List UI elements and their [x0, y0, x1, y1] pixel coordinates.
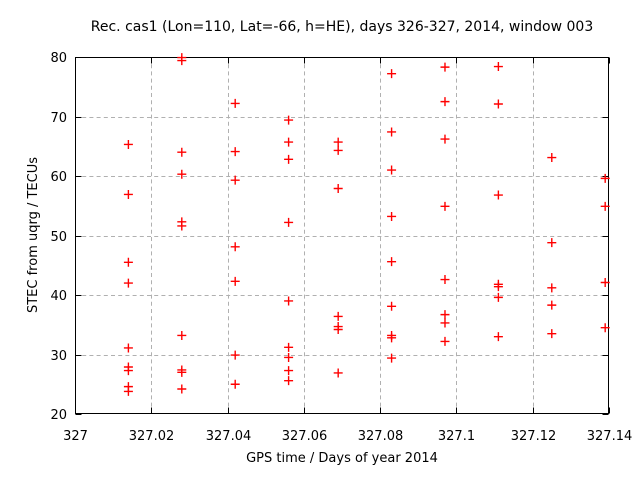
- y-tick-label: 30: [50, 349, 67, 364]
- data-point-marker: [177, 384, 187, 394]
- data-point-marker: [284, 217, 294, 227]
- y-tick-label: 20: [50, 408, 67, 423]
- data-point-marker: [387, 333, 397, 343]
- data-point-marker: [493, 332, 503, 342]
- data-point-marker: [333, 137, 343, 147]
- data-point-marker: [284, 376, 294, 386]
- x-tick-label: 327.02: [129, 429, 175, 444]
- x-tick-label: 327.1: [438, 429, 475, 444]
- data-point-marker: [177, 367, 187, 377]
- data-point-marker: [493, 62, 503, 72]
- data-point-marker: [440, 318, 450, 328]
- data-point-marker: [333, 325, 343, 335]
- data-point-marker: [177, 221, 187, 231]
- x-tick-label: 327.14: [587, 429, 633, 444]
- data-point-marker: [123, 386, 133, 396]
- data-point-marker: [547, 238, 557, 248]
- data-point-marker: [230, 379, 240, 389]
- data-point-marker: [493, 292, 503, 302]
- data-point-marker: [387, 353, 397, 363]
- data-point-marker: [177, 147, 187, 157]
- data-point-marker: [387, 69, 397, 79]
- data-point-marker: [284, 296, 294, 306]
- data-point-marker: [177, 169, 187, 179]
- data-point-marker: [547, 283, 557, 293]
- data-point-marker: [600, 278, 610, 288]
- data-point-marker: [123, 189, 133, 199]
- data-point-marker: [493, 190, 503, 200]
- x-tick-label: 327.12: [511, 429, 557, 444]
- data-point-marker: [547, 153, 557, 163]
- data-point-marker: [230, 276, 240, 286]
- chart-title: Rec. cas1 (Lon=110, Lat=-66, h=HE), days…: [90, 19, 594, 35]
- plot-border: [75, 57, 609, 414]
- x-axis-label: GPS time / Days of year 2014: [246, 451, 438, 466]
- data-point-marker: [440, 134, 450, 144]
- y-tick-label: 60: [50, 170, 67, 185]
- data-point-marker: [440, 201, 450, 211]
- data-point-marker: [284, 366, 294, 376]
- y-tick-label: 50: [50, 230, 67, 245]
- data-point-marker: [230, 98, 240, 108]
- data-point-marker: [547, 300, 557, 310]
- data-point-marker: [123, 257, 133, 267]
- data-point-marker: [600, 201, 610, 211]
- data-point-marker: [230, 147, 240, 157]
- data-point-marker: [333, 145, 343, 155]
- x-tick-label: 327.06: [282, 429, 328, 444]
- data-point-marker: [333, 183, 343, 193]
- data-point-marker: [284, 352, 294, 362]
- data-point-marker: [123, 278, 133, 288]
- x-tick-label: 327.04: [206, 429, 252, 444]
- data-point-marker: [333, 311, 343, 321]
- y-tick-label: 70: [50, 111, 67, 126]
- data-point-marker: [440, 310, 450, 320]
- data-point-marker: [493, 282, 503, 292]
- data-point-marker: [284, 137, 294, 147]
- data-point-marker: [600, 173, 610, 183]
- data-point-marker: [440, 97, 450, 107]
- data-point-marker: [230, 242, 240, 252]
- data-point-marker: [440, 336, 450, 346]
- data-point-marker: [387, 257, 397, 267]
- data-point-marker: [177, 330, 187, 340]
- data-point-marker: [123, 139, 133, 149]
- y-tick-label: 40: [50, 289, 67, 304]
- y-tick-label: 80: [50, 51, 67, 66]
- data-point-marker: [284, 154, 294, 164]
- data-point-marker: [123, 343, 133, 353]
- data-point-marker: [440, 62, 450, 72]
- data-point-marker: [387, 211, 397, 221]
- data-point-marker: [387, 165, 397, 175]
- data-point-marker: [230, 175, 240, 185]
- data-point-marker: [387, 301, 397, 311]
- data-point-marker: [387, 127, 397, 137]
- data-point-marker: [333, 368, 343, 378]
- data-point-marker: [600, 323, 610, 333]
- data-point-marker: [547, 329, 557, 339]
- data-point-marker: [123, 366, 133, 376]
- data-point-marker: [440, 275, 450, 285]
- data-point-marker: [230, 350, 240, 360]
- data-point-marker: [284, 115, 294, 125]
- data-point-marker: [493, 99, 503, 109]
- x-tick-label: 327.08: [358, 429, 404, 444]
- data-point-marker: [177, 56, 187, 66]
- data-point-marker: [284, 342, 294, 352]
- x-tick-label: 327: [63, 429, 88, 444]
